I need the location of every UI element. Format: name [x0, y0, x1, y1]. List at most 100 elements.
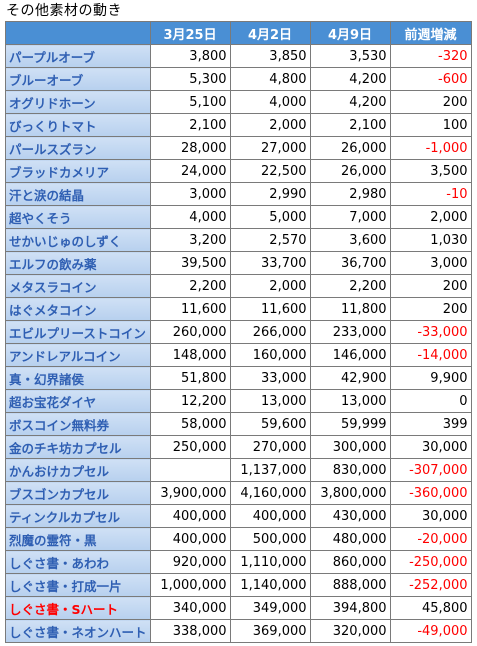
- table-row: しぐさ書・あわわ 920,000 1,110,000 860,000 -250,000: [5, 550, 472, 574]
- diff-cell: 0: [389, 389, 472, 413]
- price-table: 3月25日 4月2日 4月9日 前週増減 パープルオーブ 3,800 3,850 3,…: [5, 21, 472, 643]
- diff-cell: -1,000: [389, 136, 472, 160]
- price-cell-3: 2,200: [309, 274, 391, 298]
- price-cell-2: 59,600: [229, 412, 311, 436]
- price-cell-2: 33,700: [229, 251, 311, 275]
- price-cell-3: 2,980: [309, 182, 391, 206]
- price-cell-3: 320,000: [309, 619, 391, 643]
- diff-cell: 399: [389, 412, 472, 436]
- price-cell-1: 340,000: [149, 596, 231, 620]
- diff-cell: 30,000: [389, 435, 472, 459]
- table-row: 超お宝花ダイヤ 12,200 13,000 13,000 0: [5, 389, 472, 413]
- diff-cell: -252,000: [389, 573, 472, 597]
- price-cell-3: 4,200: [309, 67, 391, 91]
- price-cell-3: 3,800,000: [309, 481, 391, 505]
- item-name-cell: はぐメタコイン: [5, 297, 151, 321]
- price-cell-1: 2,200: [149, 274, 231, 298]
- price-cell-2: 27,000: [229, 136, 311, 160]
- item-name-cell: かんおけカプセル: [5, 458, 151, 482]
- price-cell-1: 338,000: [149, 619, 231, 643]
- table-row: 超やくそう 4,000 5,000 7,000 2,000: [5, 205, 472, 229]
- table-row: 金のチキ坊カプセル 250,000 270,000 300,000 30,000: [5, 435, 472, 459]
- item-name-cell: ティンクルカプセル: [5, 504, 151, 528]
- price-cell-3: 36,700: [309, 251, 391, 275]
- price-cell-2: 266,000: [229, 320, 311, 344]
- price-cell-2: 2,990: [229, 182, 311, 206]
- price-cell-2: 349,000: [229, 596, 311, 620]
- price-cell-3: 233,000: [309, 320, 391, 344]
- table-row: メタスラコイン 2,200 2,000 2,200 200: [5, 274, 472, 298]
- diff-cell: 30,000: [389, 504, 472, 528]
- item-name-cell: 汗と涙の結晶: [5, 182, 151, 206]
- diff-cell: 9,900: [389, 366, 472, 390]
- item-name-cell: 烈魔の霊符・黒: [5, 527, 151, 551]
- price-cell-1: 28,000: [149, 136, 231, 160]
- price-cell-2: 4,160,000: [229, 481, 311, 505]
- price-cell-1: 400,000: [149, 527, 231, 551]
- price-cell-1: 3,800: [149, 44, 231, 68]
- price-cell-3: 26,000: [309, 136, 391, 160]
- diff-cell: -320: [389, 44, 472, 68]
- table-row: アンドレアルコイン 148,000 160,000 146,000 -14,000: [5, 343, 472, 367]
- price-cell-3: 888,000: [309, 573, 391, 597]
- diff-cell: 1,030: [389, 228, 472, 252]
- diff-cell: -10: [389, 182, 472, 206]
- price-cell-3: 13,000: [309, 389, 391, 413]
- diff-cell: -307,000: [389, 458, 472, 482]
- table-row: ブラッドカメリア 24,000 22,500 26,000 3,500: [5, 159, 472, 183]
- header-date-1: 3月25日: [149, 21, 231, 45]
- diff-cell: 200: [389, 90, 472, 114]
- price-cell-1: 24,000: [149, 159, 231, 183]
- diff-cell: 100: [389, 113, 472, 137]
- price-cell-1: 400,000: [149, 504, 231, 528]
- price-cell-2: 11,600: [229, 297, 311, 321]
- item-name-cell: パープルオーブ: [5, 44, 151, 68]
- price-cell-1: [149, 458, 231, 482]
- table-row: はぐメタコイン 11,600 11,600 11,800 200: [5, 297, 472, 321]
- price-cell-1: 12,200: [149, 389, 231, 413]
- table-row: 烈魔の霊符・黒 400,000 500,000 480,000 -20,000: [5, 527, 472, 551]
- table-row: エビルプリーストコイン 260,000 266,000 233,000 -33,000: [5, 320, 472, 344]
- item-name-cell: びっくりトマト: [5, 113, 151, 137]
- price-cell-1: 4,000: [149, 205, 231, 229]
- diff-cell: -250,000: [389, 550, 472, 574]
- price-cell-2: 2,570: [229, 228, 311, 252]
- table-row: せかいじゅのしずく 3,200 2,570 3,600 1,030: [5, 228, 472, 252]
- price-cell-3: 146,000: [309, 343, 391, 367]
- price-cell-3: 4,200: [309, 90, 391, 114]
- item-name-cell: しぐさ書・Sハート: [5, 596, 151, 620]
- price-cell-3: 2,100: [309, 113, 391, 137]
- diff-cell: 2,000: [389, 205, 472, 229]
- price-cell-1: 2,100: [149, 113, 231, 137]
- price-cell-1: 51,800: [149, 366, 231, 390]
- table-row: しぐさ書・打成一片 1,000,000 1,140,000 888,000 -252,0…: [5, 573, 472, 597]
- item-name-cell: エルフの飲み薬: [5, 251, 151, 275]
- header-date-3: 4月9日: [309, 21, 391, 45]
- price-cell-1: 3,000: [149, 182, 231, 206]
- price-cell-1: 5,100: [149, 90, 231, 114]
- price-cell-2: 22,500: [229, 159, 311, 183]
- header-date-2: 4月2日: [229, 21, 311, 45]
- price-cell-2: 400,000: [229, 504, 311, 528]
- price-cell-3: 59,999: [309, 412, 391, 436]
- table-row: オグリドホーン 5,100 4,000 4,200 200: [5, 90, 472, 114]
- item-name-cell: しぐさ書・ネオンハート: [5, 619, 151, 643]
- price-cell-1: 3,900,000: [149, 481, 231, 505]
- diff-cell: -600: [389, 67, 472, 91]
- price-cell-2: 33,000: [229, 366, 311, 390]
- price-cell-3: 3,530: [309, 44, 391, 68]
- item-name-cell: ブラッドカメリア: [5, 159, 151, 183]
- diff-cell: 3,000: [389, 251, 472, 275]
- price-cell-2: 13,000: [229, 389, 311, 413]
- price-cell-2: 3,850: [229, 44, 311, 68]
- table-row: びっくりトマト 2,100 2,000 2,100 100: [5, 113, 472, 137]
- diff-cell: -360,000: [389, 481, 472, 505]
- table-row: ブルーオーブ 5,300 4,800 4,200 -600: [5, 67, 472, 91]
- price-cell-3: 860,000: [309, 550, 391, 574]
- price-cell-1: 1,000,000: [149, 573, 231, 597]
- price-cell-2: 160,000: [229, 343, 311, 367]
- diff-cell: -14,000: [389, 343, 472, 367]
- diff-cell: -20,000: [389, 527, 472, 551]
- item-name-cell: しぐさ書・打成一片: [5, 573, 151, 597]
- item-name-cell: パールスズラン: [5, 136, 151, 160]
